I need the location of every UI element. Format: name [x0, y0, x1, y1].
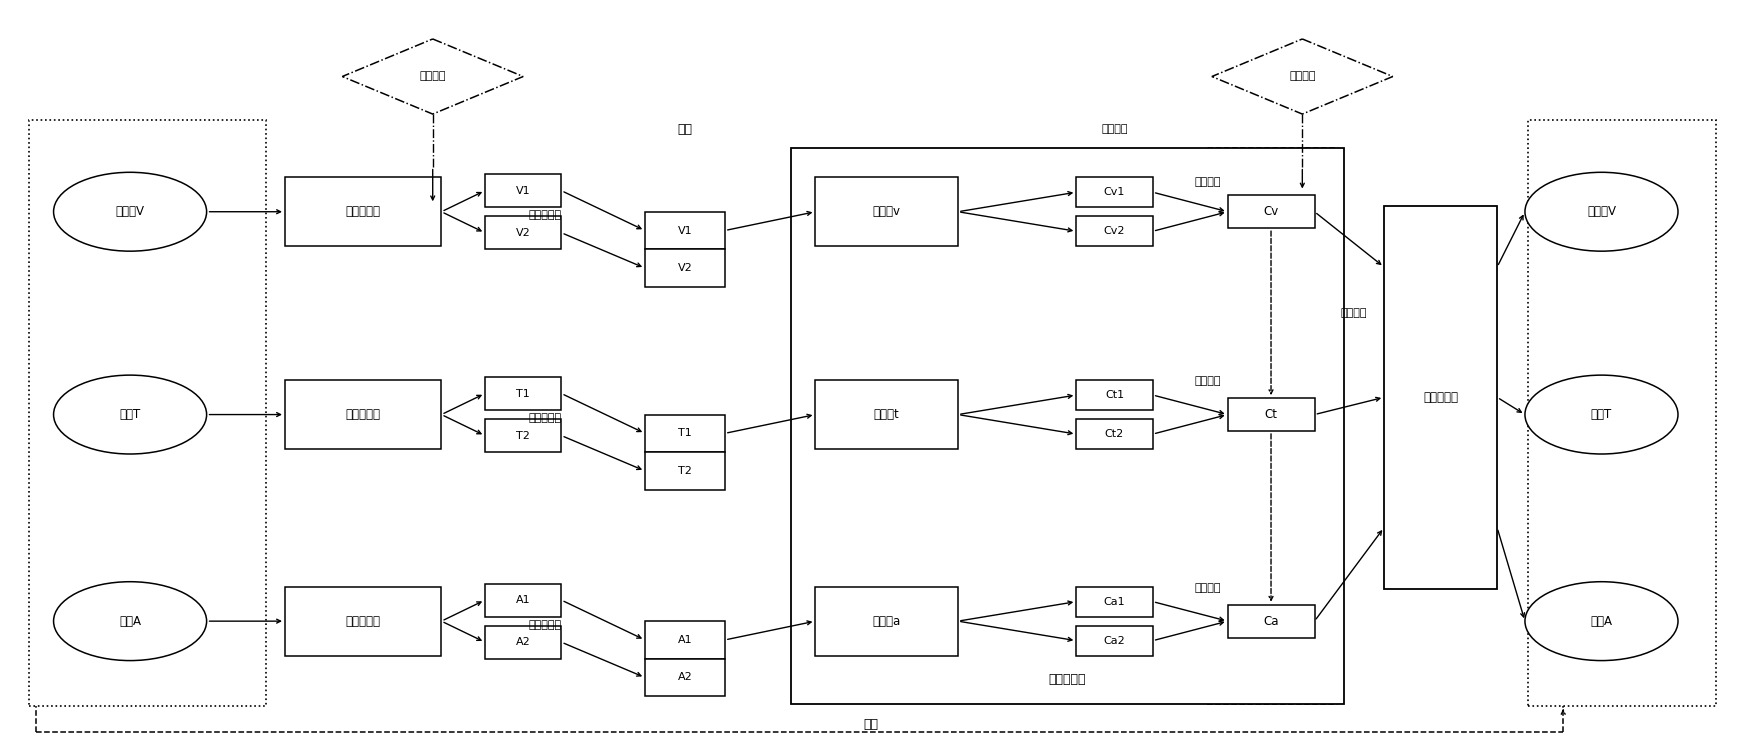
Text: 联合编码器: 联合编码器	[1049, 673, 1087, 686]
Ellipse shape	[54, 173, 207, 251]
Bar	[1077, 177, 1153, 207]
Text: 音频词嵌入: 音频词嵌入	[528, 620, 561, 630]
Text: 音频A: 音频A	[1590, 615, 1613, 627]
Text: 深层表示: 深层表示	[1101, 124, 1127, 134]
Text: 频谱图V: 频谱图V	[115, 205, 145, 218]
Text: 线性层v: 线性层v	[873, 205, 901, 218]
Bar	[1077, 419, 1153, 449]
Bar	[484, 419, 561, 452]
Text: Ca2: Ca2	[1104, 636, 1125, 645]
Text: 音频编码器: 音频编码器	[345, 615, 381, 627]
Text: 文本T: 文本T	[1590, 408, 1611, 421]
Text: T2: T2	[516, 431, 530, 440]
Text: V2: V2	[678, 263, 692, 273]
Text: 对比损失: 对比损失	[1341, 308, 1367, 318]
Bar	[815, 177, 958, 247]
Bar	[484, 626, 561, 659]
Text: 文本编码器: 文本编码器	[345, 408, 381, 421]
Text: A1: A1	[516, 595, 531, 605]
Bar	[484, 584, 561, 617]
Text: A2: A2	[678, 673, 692, 682]
Ellipse shape	[1524, 581, 1678, 661]
Bar	[286, 380, 441, 449]
Ellipse shape	[54, 581, 207, 661]
Ellipse shape	[54, 375, 207, 454]
Text: 文本T: 文本T	[120, 408, 141, 421]
Bar	[1528, 120, 1716, 706]
Text: T1: T1	[678, 428, 692, 438]
Bar	[645, 659, 725, 696]
Text: 图像词嵌入: 图像词嵌入	[528, 210, 561, 220]
Bar	[1385, 206, 1496, 589]
Bar	[1077, 380, 1153, 410]
Bar	[286, 177, 441, 247]
Text: Ct: Ct	[1265, 408, 1277, 421]
Text: 文本词嵌入: 文本词嵌入	[528, 413, 561, 423]
Bar	[645, 452, 725, 489]
Bar	[1228, 605, 1315, 638]
Text: Cv2: Cv2	[1104, 226, 1125, 236]
Bar	[645, 212, 725, 250]
Text: V2: V2	[516, 228, 531, 238]
Text: 联合解码器: 联合解码器	[1423, 391, 1458, 404]
Bar	[815, 380, 958, 449]
Bar	[1207, 148, 1338, 703]
Text: 进行掩码: 进行掩码	[420, 72, 446, 81]
Bar	[1077, 626, 1153, 656]
Text: A1: A1	[678, 635, 692, 645]
Text: 线性层a: 线性层a	[873, 615, 901, 627]
Text: A2: A2	[516, 637, 531, 647]
Bar	[1228, 195, 1315, 228]
Bar	[484, 377, 561, 410]
Text: V1: V1	[678, 225, 692, 235]
Bar	[645, 415, 725, 452]
Bar	[286, 587, 441, 656]
Bar	[30, 120, 267, 706]
Text: 损失: 损失	[864, 718, 878, 731]
Polygon shape	[341, 39, 523, 114]
Bar	[1228, 398, 1315, 431]
Text: 音频A: 音频A	[118, 615, 141, 627]
Bar	[484, 216, 561, 250]
Ellipse shape	[1524, 173, 1678, 251]
Text: 对比损失: 对比损失	[1193, 376, 1221, 387]
Text: 图像编码器: 图像编码器	[345, 205, 381, 218]
Bar	[1077, 216, 1153, 247]
Text: 拼接: 拼接	[678, 123, 692, 136]
Text: 添加掩码: 添加掩码	[1289, 72, 1315, 81]
Text: Ca1: Ca1	[1104, 596, 1125, 607]
Text: T1: T1	[516, 388, 530, 399]
Polygon shape	[1212, 39, 1394, 114]
Text: T2: T2	[678, 466, 692, 476]
Text: 池化操作: 池化操作	[1193, 176, 1221, 187]
Bar	[645, 250, 725, 287]
Text: 线性层t: 线性层t	[874, 408, 899, 421]
Ellipse shape	[1524, 375, 1678, 454]
Text: 对比损失: 对比损失	[1193, 583, 1221, 593]
Text: 频谱图V: 频谱图V	[1587, 205, 1617, 218]
Text: Ct1: Ct1	[1104, 390, 1124, 400]
Bar	[791, 148, 1345, 703]
Bar	[645, 621, 725, 659]
Text: Cv: Cv	[1263, 205, 1279, 218]
Bar	[1077, 587, 1153, 617]
Bar	[815, 587, 958, 656]
Text: V1: V1	[516, 185, 531, 196]
Bar	[484, 174, 561, 207]
Text: Cv1: Cv1	[1104, 187, 1125, 198]
Text: Ct2: Ct2	[1104, 429, 1124, 439]
Text: Ca: Ca	[1263, 615, 1279, 627]
